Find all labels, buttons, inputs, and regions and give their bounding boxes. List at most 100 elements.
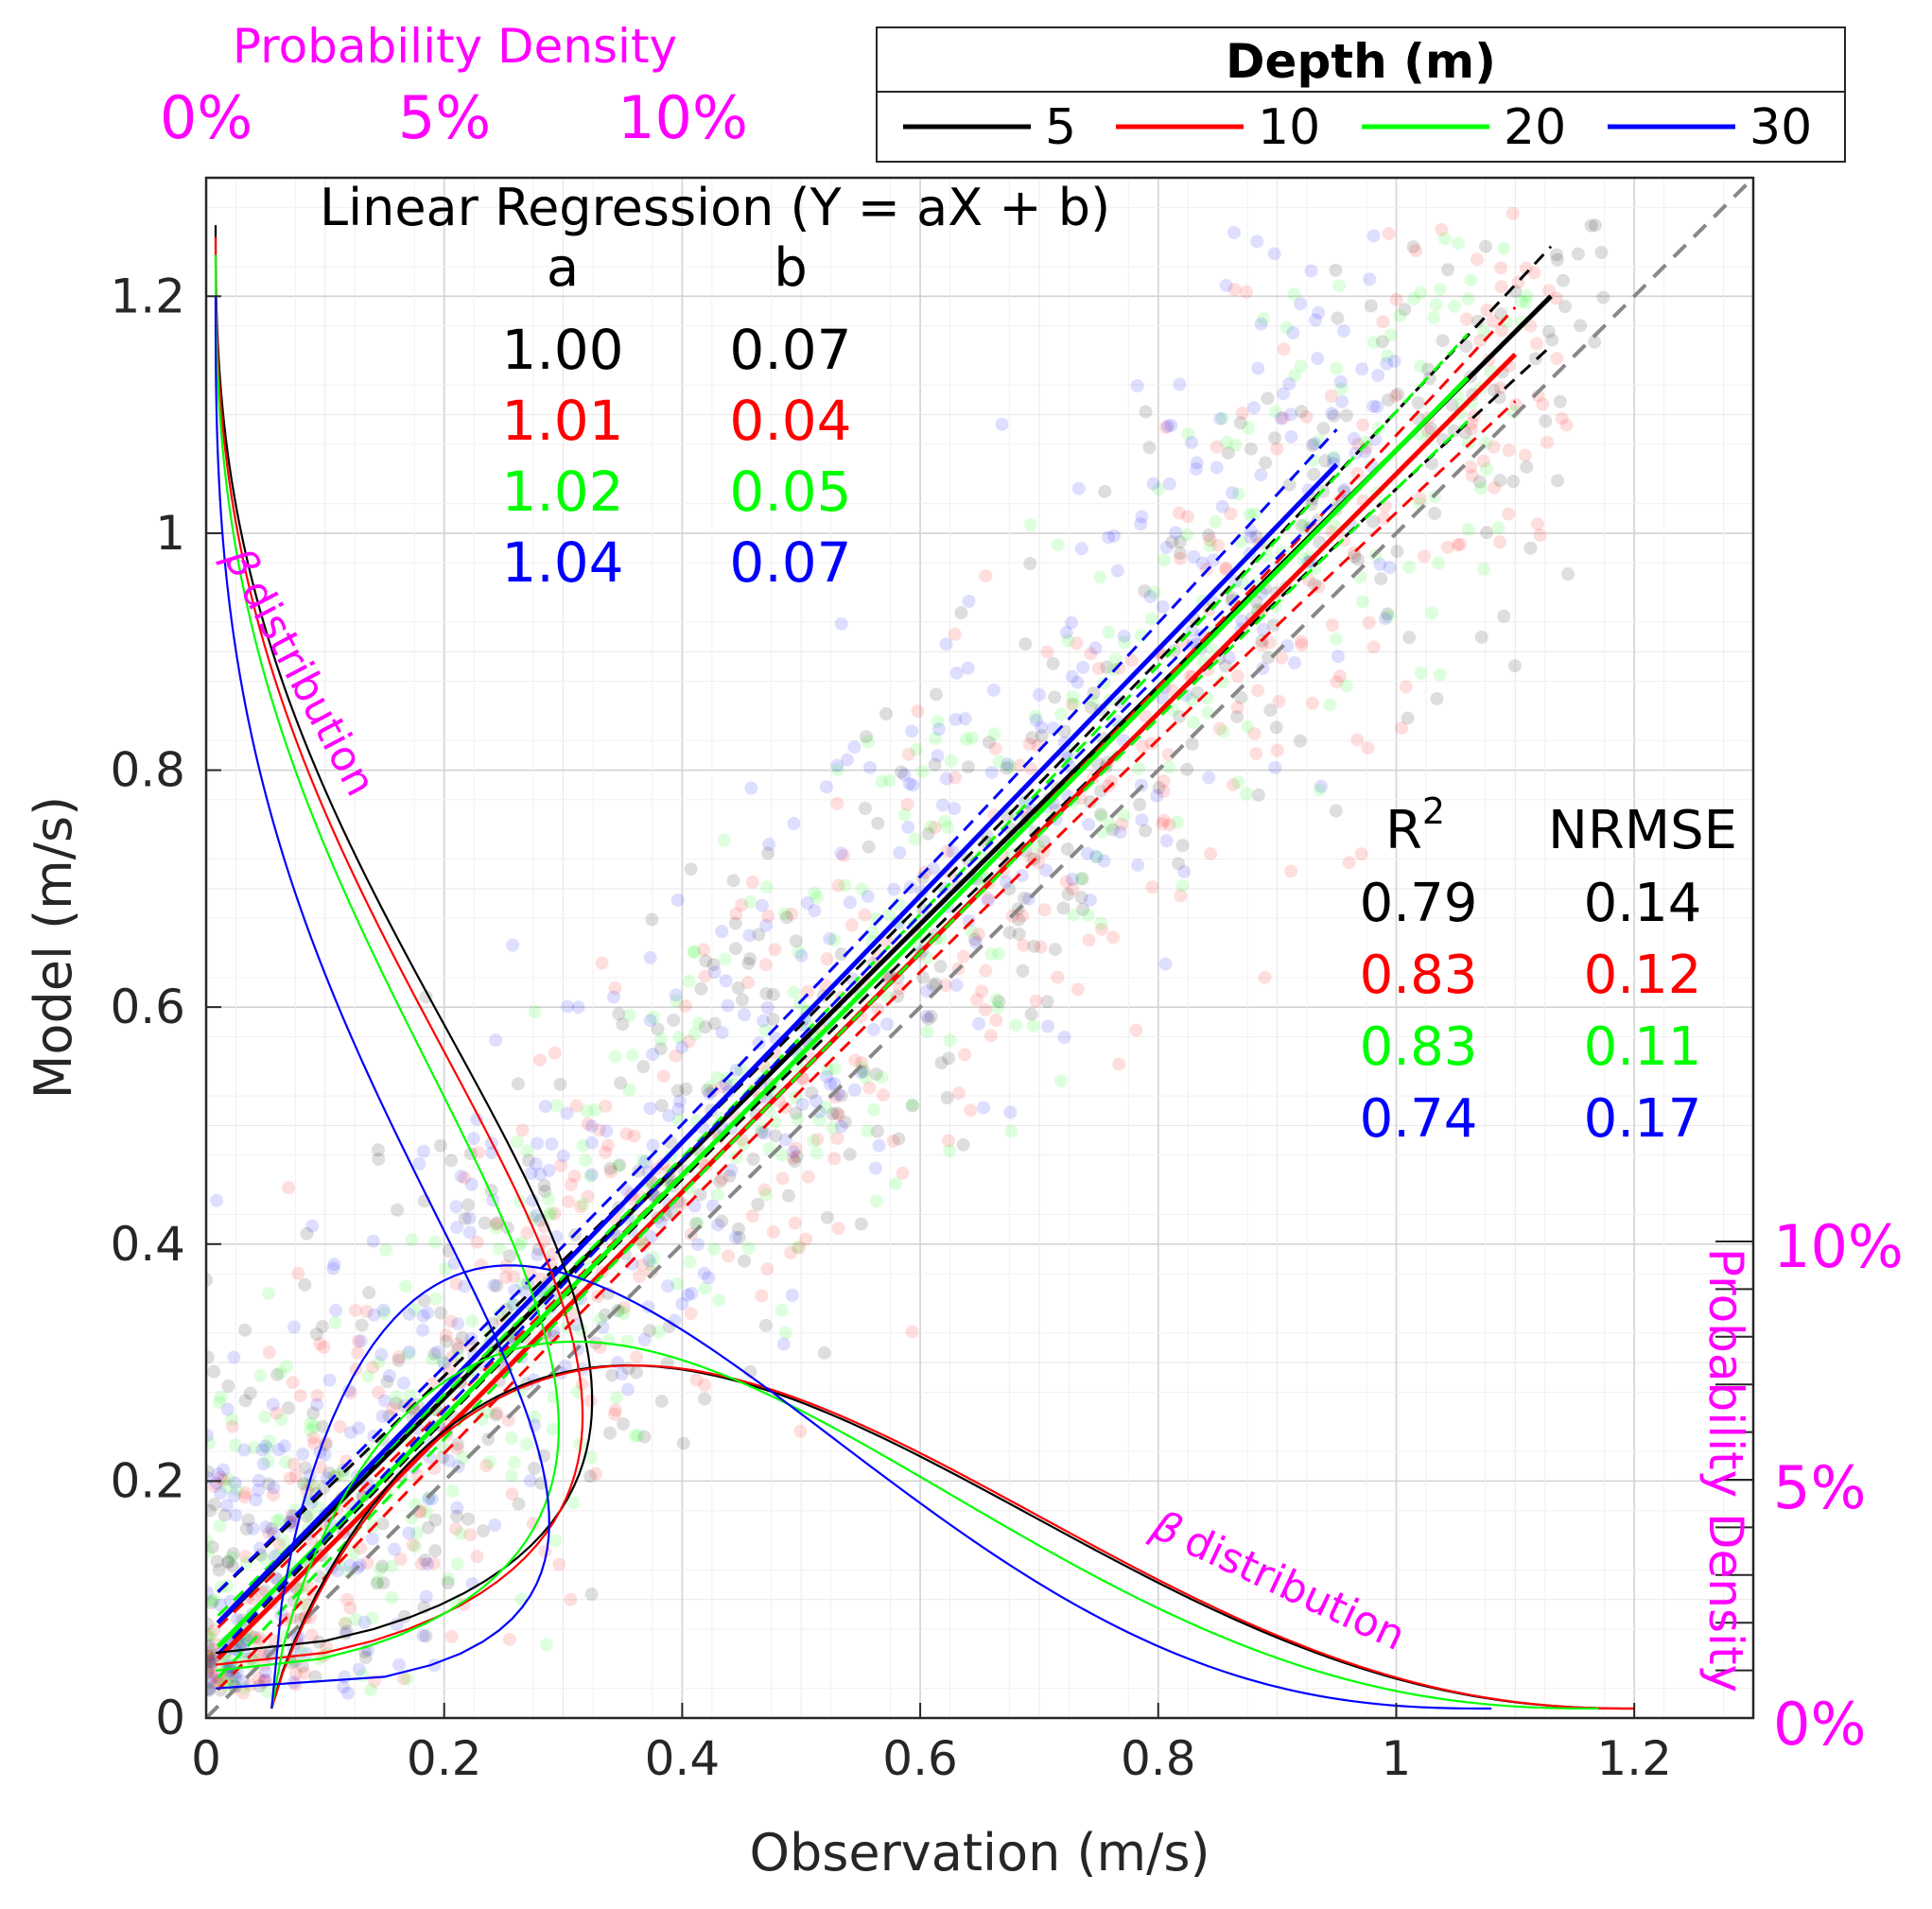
scatter-point [928, 757, 942, 772]
scatter-point [1441, 263, 1455, 277]
scatter-point [1268, 760, 1282, 774]
scatter-point [1529, 337, 1543, 351]
scatter-point [1329, 804, 1343, 818]
scatter-point [858, 908, 872, 922]
scatter-point [603, 1161, 618, 1175]
scatter-point [893, 845, 907, 859]
scatter-point [288, 1677, 303, 1692]
scatter-point [978, 1002, 992, 1016]
scatter-point [788, 1154, 802, 1169]
scatter-point [449, 1276, 463, 1291]
scatter-point [921, 1012, 935, 1026]
scatter-point [530, 1208, 544, 1223]
scatter-point [1001, 757, 1015, 772]
scatter-point [637, 1430, 652, 1444]
beta-curve-observation [270, 1364, 1635, 1710]
scatter-point [518, 1285, 532, 1299]
scatter-point [642, 1253, 656, 1267]
scatter-point [259, 1520, 273, 1535]
scatter-point [1056, 901, 1070, 915]
scatter-point [824, 1077, 838, 1091]
scatter-point [338, 1617, 352, 1631]
scatter-point [817, 1345, 831, 1360]
scatter-point [1061, 633, 1075, 648]
scatter-point [487, 1278, 501, 1293]
scatter-point [741, 1241, 756, 1256]
scatter-point [430, 1345, 444, 1360]
scatter-point [609, 1391, 623, 1405]
scatter-point [1181, 510, 1195, 524]
scatter-point [600, 1138, 615, 1153]
scatter-point [671, 1031, 686, 1045]
scatter-point [458, 1279, 472, 1293]
scatter-point [699, 954, 713, 968]
scatter-point [989, 993, 1003, 1007]
right-density-tick-10: 10% [1773, 1212, 1904, 1281]
scatter-point [1294, 634, 1308, 649]
scatter-point [1202, 529, 1216, 543]
scatter-point [862, 1081, 877, 1095]
scatter-point [863, 760, 878, 774]
scatter-point [428, 1544, 443, 1558]
scatter-point [1305, 438, 1319, 452]
scatter-point [1061, 887, 1075, 901]
scatter-point [1316, 422, 1331, 436]
scatter-point [1139, 709, 1153, 723]
scatter-point [501, 1414, 515, 1428]
scatter-point [348, 1303, 362, 1317]
scatter-point [662, 1108, 676, 1122]
scatter-point [1312, 305, 1326, 320]
scatter-point [441, 1575, 455, 1589]
scatter-point [305, 1219, 320, 1233]
scatter-point [823, 931, 837, 946]
scatter-point [766, 1012, 780, 1026]
scatter-point [1393, 308, 1407, 322]
scatter-point [800, 896, 814, 911]
scatter-point [1160, 419, 1175, 433]
scatter-point [670, 1277, 685, 1292]
scatter-point [206, 1534, 214, 1548]
scatter-point [954, 606, 968, 620]
scatter-point [1339, 408, 1353, 423]
scatter-point [757, 1014, 771, 1028]
scatter-point [728, 916, 742, 930]
scatter-point [926, 861, 940, 876]
scatter-point [1258, 970, 1272, 984]
scatter-point [1018, 795, 1032, 809]
scatter-point [1459, 312, 1473, 326]
scatter-point [1175, 839, 1190, 853]
scatter-point [249, 1493, 263, 1507]
scatter-point [990, 1000, 1004, 1015]
scatter-point [728, 1230, 742, 1244]
scatter-point [531, 1242, 546, 1257]
scatter-point [566, 1307, 581, 1321]
scatter-point [478, 1216, 492, 1230]
scatter-point [608, 1403, 622, 1417]
scatter-point [924, 1010, 938, 1024]
scatter-point [615, 1367, 629, 1381]
scatter-point [336, 1463, 350, 1477]
scatter-point [1061, 752, 1075, 766]
scatter-point [1470, 252, 1484, 267]
one-to-one-line-group [206, 178, 1753, 1718]
scatter-point [1195, 556, 1210, 570]
scatter-point [273, 1365, 287, 1380]
scatter-point [1246, 401, 1261, 415]
scatter-point [1451, 538, 1465, 552]
scatter-point [741, 976, 756, 990]
scatter-point [1323, 698, 1337, 712]
scatter-point [707, 1242, 722, 1257]
scatter-point [317, 1340, 331, 1354]
scatter-point [1497, 609, 1511, 623]
stats-table: R2 NRMSE 0.79 0.14 0.83 0.12 0.83 0.11 0.74 0.1… [1360, 790, 1737, 1150]
x-tick-label: 0 [191, 1731, 221, 1786]
scatter-point [1492, 390, 1506, 405]
scatter-point [1071, 481, 1086, 495]
scatter-point [1541, 284, 1556, 298]
scatter-point [1382, 227, 1396, 241]
scatter-point [984, 947, 999, 962]
scatter-point [620, 1334, 635, 1348]
scatter-point [1156, 817, 1170, 831]
scatter-point [671, 1102, 686, 1116]
scatter-point [721, 998, 735, 1013]
